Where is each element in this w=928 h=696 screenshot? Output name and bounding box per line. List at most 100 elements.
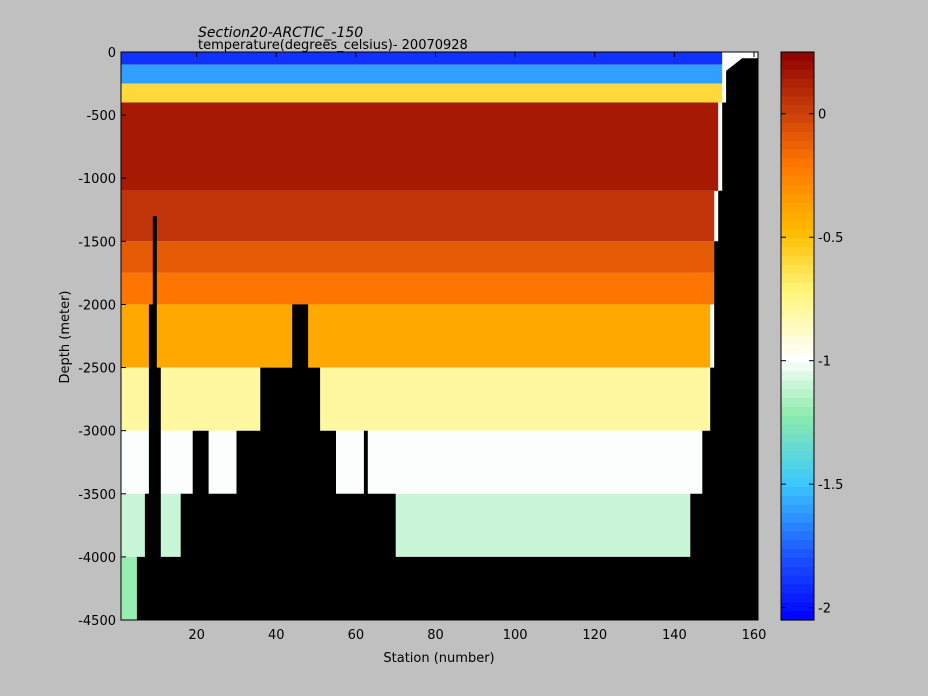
temperature-layer-0 [121, 52, 723, 65]
colorbar-swatch [781, 478, 814, 488]
colorbar-frame [780, 51, 815, 621]
chart-title: Section20-ARCTIC_-150 [198, 25, 363, 41]
seafloor-bathymetry [121, 58, 758, 620]
colorbar-swatch [781, 442, 814, 452]
y-axis-ticks: 0 -500 -1000 -1500 -2000 -2500 -3000 -3500 -4000… [78, 46, 758, 629]
colorbar-swatch [781, 87, 814, 97]
y-tick-label: -3500 [78, 488, 116, 503]
colorbar-swatch [781, 460, 814, 470]
colorbar-swatch [781, 256, 814, 266]
colorbar-swatch [781, 273, 814, 284]
colorbar-swatch [781, 486, 814, 497]
colorbar-swatch [781, 602, 814, 612]
x-tick-label: 160 [742, 628, 767, 643]
colorbar-swatch [781, 371, 814, 381]
x-tick-label: 20 [188, 628, 205, 643]
colorbar-swatch [781, 282, 814, 293]
colorbar-swatch [781, 158, 814, 168]
temperature-layer-4 [121, 190, 715, 242]
x-tick-label: 80 [427, 628, 444, 643]
temperature-layer-9 [121, 430, 703, 494]
plot-frame [120, 51, 759, 621]
colorbar-swatch [781, 513, 814, 523]
colorbar-swatch [781, 202, 814, 213]
colorbar-swatch [781, 238, 814, 248]
colorbar-swatch [781, 309, 814, 319]
colorbar-swatch [781, 540, 814, 550]
temperature-layer-6 [121, 272, 715, 305]
colorbar-swatch [781, 69, 814, 80]
colorbar-swatch [781, 220, 814, 231]
colorbar-swatch [781, 96, 814, 106]
colorbar-swatch [781, 566, 814, 577]
colorbar-swatch [781, 105, 814, 115]
colorbar-swatch [781, 247, 814, 257]
colorbar-tick-label: -2 [818, 602, 831, 617]
colorbar-swatch [781, 185, 814, 195]
colorbar-swatch [781, 424, 814, 435]
colorbar-swatch [781, 353, 814, 364]
temperature-layer-11 [121, 556, 137, 620]
colorbar-tick-label: -0.5 [818, 231, 843, 246]
x-tick-label: 40 [268, 628, 285, 643]
colorbar-swatch [781, 194, 814, 204]
colorbar-swatch [781, 549, 814, 559]
x-tick-label: 140 [662, 628, 687, 643]
colorbar-swatch [781, 60, 814, 71]
x-tick-label: 100 [503, 628, 528, 643]
temperature-field [121, 52, 723, 620]
colorbar-ticks: 0 -0.5 -1 -1.5 -2 [781, 108, 843, 617]
colorbar [781, 52, 814, 621]
colorbar-swatch [781, 344, 814, 355]
y-tick-label: -4000 [78, 551, 116, 566]
y-tick-label: 0 [108, 46, 116, 61]
colorbar-tick-label: -1 [818, 355, 831, 370]
temperature-layer-8 [121, 367, 711, 431]
temperature-layer-7 [121, 304, 711, 368]
y-tick-label: -2500 [78, 362, 116, 377]
colorbar-swatch [781, 265, 814, 275]
colorbar-swatch [781, 167, 814, 177]
y-tick-label: -3000 [78, 425, 116, 440]
x-tick-label: 60 [348, 628, 365, 643]
colorbar-swatch [781, 327, 814, 337]
x-axis-ticks: 20 40 60 80 100 120 140 160 [188, 52, 766, 643]
colorbar-swatch [781, 469, 814, 479]
colorbar-swatch [781, 229, 814, 239]
colorbar-tick-label: -1.5 [818, 478, 843, 493]
colorbar-swatch [781, 451, 814, 461]
colorbar-swatch [781, 584, 814, 594]
chart-subtitle: temperature(degrees_celsius)- 20070928 [198, 38, 468, 53]
colorbar-swatch [781, 123, 814, 133]
colorbar-swatch [781, 131, 814, 142]
colorbar-swatch [781, 362, 814, 373]
colorbar-swatch [781, 504, 814, 515]
colorbar-swatch [781, 300, 814, 310]
colorbar-swatch [781, 415, 814, 426]
y-tick-label: -500 [86, 109, 116, 124]
colorbar-swatch [781, 114, 814, 124]
colorbar-swatch [781, 557, 814, 568]
colorbar-swatch [781, 531, 814, 541]
colorbar-swatch [781, 407, 814, 417]
colorbar-swatch [781, 140, 814, 151]
colorbar-swatch [781, 78, 814, 89]
temperature-layer-2 [121, 83, 723, 103]
colorbar-swatch [781, 575, 814, 586]
colorbar-swatch [781, 389, 814, 399]
colorbar-swatch [781, 593, 814, 603]
colorbar-swatch [781, 318, 814, 328]
colorbar-swatch [781, 291, 814, 302]
colorbar-swatch [781, 398, 814, 408]
x-axis-label: Station (number) [383, 651, 494, 666]
colorbar-swatch [781, 211, 814, 222]
colorbar-swatch [781, 433, 814, 444]
temperature-layer-5 [121, 241, 715, 273]
temperature-layer-1 [121, 64, 723, 84]
temperature-layer-3 [121, 102, 719, 191]
y-tick-label: -4500 [78, 614, 116, 629]
y-tick-label: -1500 [78, 235, 116, 250]
y-tick-label: -1000 [78, 172, 116, 187]
colorbar-swatch [781, 495, 814, 506]
